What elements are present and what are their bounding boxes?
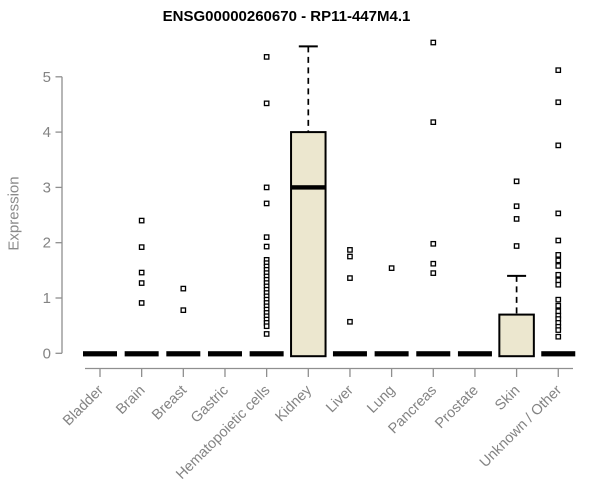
outlier-point [513,178,520,185]
category-label: Breast [149,383,190,424]
zero-median-bar [249,351,284,357]
outlier-point [430,39,437,46]
outlier-point [555,281,562,288]
outlier-point [180,307,187,314]
outlier-point [263,331,270,337]
outlier-point [138,300,145,306]
outlier-point [513,243,520,249]
outlier-point [388,265,395,271]
zero-median-bar [166,351,201,357]
outlier-point [513,203,520,210]
outlier-point [555,257,562,264]
outlier-point [513,216,520,222]
zero-median-bar [207,351,242,357]
category-label: Kidney [272,382,315,425]
zero-median-bar [83,351,117,357]
zero-median-bar [416,351,451,357]
outlier-point [263,200,270,207]
outlier-point [555,99,562,106]
category-label: Bladder [60,382,107,429]
outlier-point [555,210,562,217]
box-skin [498,313,535,358]
outlier-point [555,327,562,333]
zero-median-bar [332,351,367,357]
outlier-point [430,240,437,247]
median-line [291,185,326,190]
outlier-point [180,285,187,292]
zero-median-bar [541,351,576,357]
chart-title: ENSG00000260670 - RP11-447M4.1 [162,8,411,25]
outlier-point [138,280,145,286]
outlier-point [347,318,353,325]
outlier-point [555,277,562,284]
outlier-point [347,247,353,253]
outlier-point [138,244,145,250]
outlier-point [263,100,270,107]
category-label: Liver [323,382,357,416]
outlier-point [430,119,437,125]
outlier-point [347,253,353,260]
outlier-point [263,234,270,241]
category-label: Lung [364,383,398,417]
outlier-point [555,67,562,74]
outlier-point [555,333,562,340]
outlier-point [263,323,270,330]
y-tick-label: 4 [43,124,51,141]
outlier-point [555,237,562,244]
category-label: Prostate [432,383,481,432]
outlier-point [555,308,562,315]
zero-median-bar [457,351,492,357]
category-label: Brain [113,383,148,418]
box-kidney [290,131,327,358]
outlier-point [430,270,437,276]
outlier-point [138,269,145,276]
outlier-point [263,54,270,60]
outlier-point [555,296,562,303]
outlier-point [555,271,562,278]
y-tick-label: 2 [43,235,51,252]
outlier-point [347,275,353,281]
zero-median-bar [124,351,159,357]
y-tick-label: 0 [43,345,51,362]
outlier-point [430,260,437,267]
outlier-point [138,217,145,224]
outlier-point [263,243,270,250]
y-tick-label: 5 [43,69,51,86]
zero-median-bar [374,351,409,357]
y-tick-label: 3 [43,179,51,196]
outlier-point [555,142,562,149]
outlier-point [555,263,562,269]
category-label: Skin [492,383,523,414]
outlier-point [555,252,562,258]
y-tick-label: 1 [43,290,51,307]
outlier-point [555,302,562,309]
outlier-point [263,184,270,191]
